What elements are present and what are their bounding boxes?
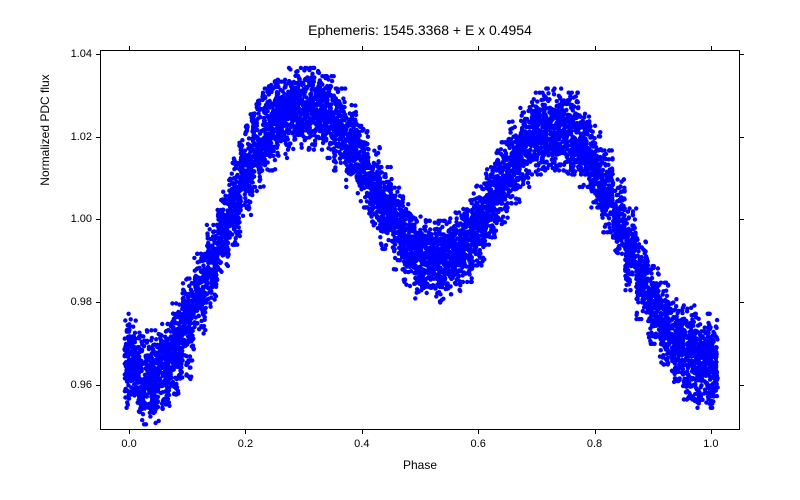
x-tick-label: 0.0 — [121, 438, 136, 450]
x-axis-label: Phase — [100, 458, 740, 472]
y-tick — [96, 385, 100, 386]
x-tick — [362, 430, 363, 434]
y-tick-label: 0.96 — [58, 379, 92, 391]
x-tick — [478, 46, 479, 50]
y-tick-label: 1.00 — [58, 213, 92, 225]
chart-title: Ephemeris: 1545.3368 + E x 0.4954 — [100, 22, 740, 38]
y-tick-label: 1.04 — [58, 48, 92, 60]
x-tick — [129, 430, 130, 434]
x-tick-label: 0.6 — [471, 438, 486, 450]
y-tick — [740, 385, 744, 386]
x-tick — [245, 46, 246, 50]
y-tick — [96, 219, 100, 220]
y-tick — [740, 302, 744, 303]
scatter-layer — [101, 51, 741, 431]
x-tick — [129, 46, 130, 50]
figure: Ephemeris: 1545.3368 + E x 0.4954 Phase … — [0, 0, 800, 500]
x-tick — [595, 46, 596, 50]
plot-area — [100, 50, 740, 430]
x-tick-label: 1.0 — [703, 438, 718, 450]
x-tick-label: 0.2 — [238, 438, 253, 450]
y-tick — [96, 137, 100, 138]
y-tick — [740, 137, 744, 138]
x-tick — [711, 430, 712, 434]
x-tick — [245, 430, 246, 434]
y-axis-label: Normalized PDC flux — [38, 0, 52, 320]
x-tick — [595, 430, 596, 434]
y-tick — [740, 219, 744, 220]
x-tick — [362, 46, 363, 50]
y-tick — [96, 302, 100, 303]
y-tick-label: 1.02 — [58, 131, 92, 143]
y-tick-label: 0.98 — [58, 296, 92, 308]
x-tick — [711, 46, 712, 50]
x-tick — [478, 430, 479, 434]
y-tick — [740, 54, 744, 55]
y-tick — [96, 54, 100, 55]
x-tick-label: 0.8 — [587, 438, 602, 450]
x-tick-label: 0.4 — [354, 438, 369, 450]
